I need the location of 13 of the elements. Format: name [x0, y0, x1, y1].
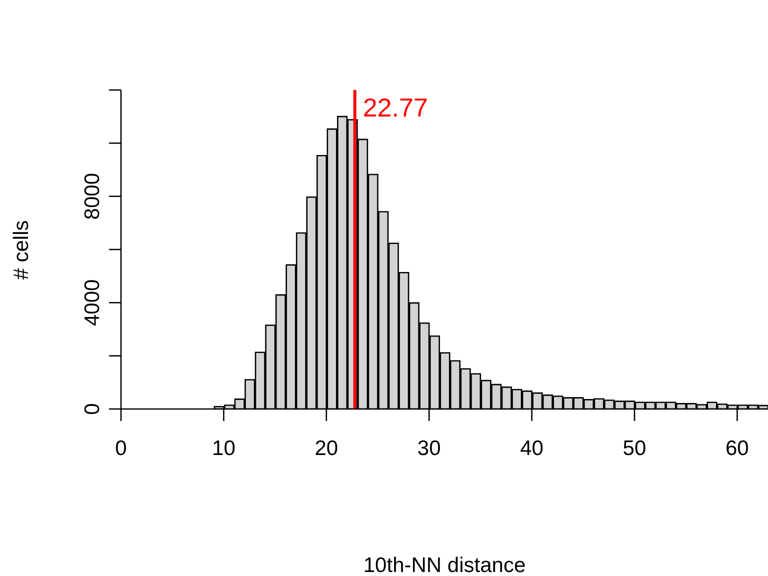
x-tick-label: 60	[726, 437, 749, 460]
x-tick-label: 20	[314, 437, 338, 460]
x-tick-label: 0	[115, 437, 127, 460]
ref-line-label: 22.77	[362, 92, 428, 122]
x-tick-label: 50	[622, 437, 646, 460]
y-axis-title: # cells	[10, 220, 34, 280]
y-tick-label: 4000	[81, 279, 104, 326]
x-tick-label: 10	[212, 437, 236, 460]
x-tick-label: 30	[417, 437, 441, 460]
y-tick-label: 0	[81, 403, 104, 415]
x-tick-label: 40	[520, 437, 544, 460]
y-tick-label: 8000	[81, 172, 104, 220]
x-axis-title: 10th-NN distance	[363, 554, 526, 576]
